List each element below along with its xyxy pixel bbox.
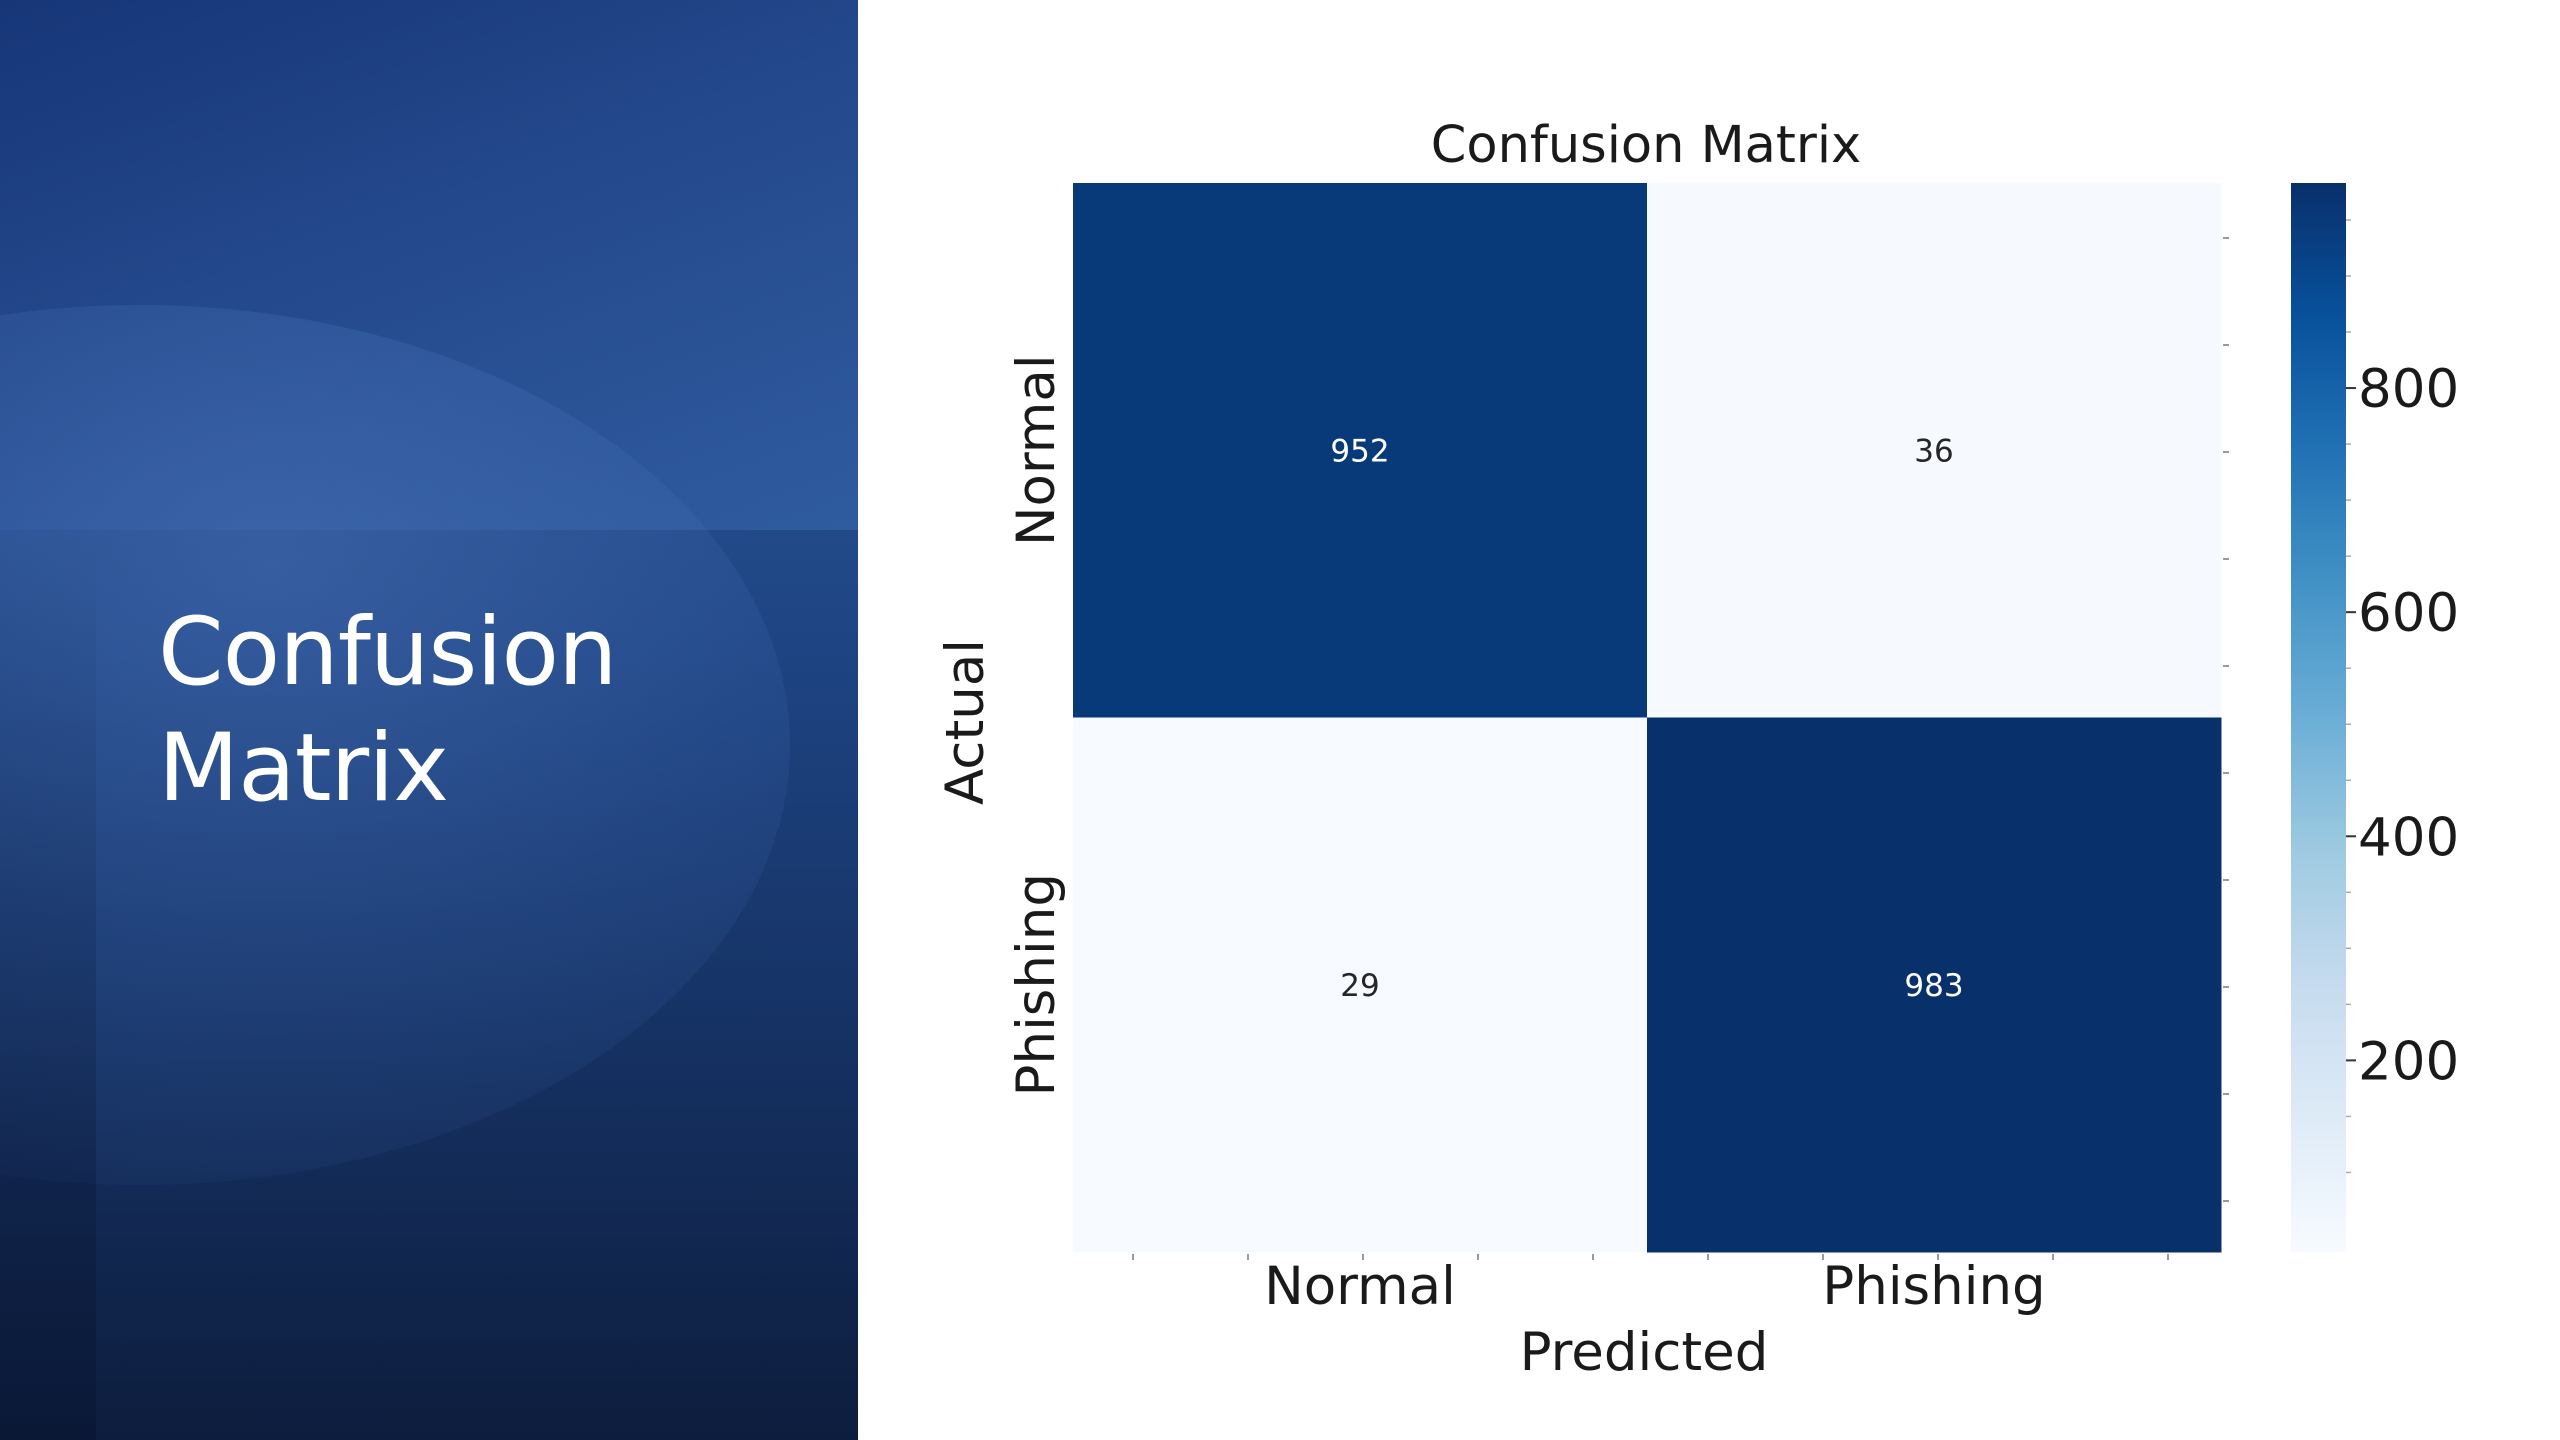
decorative-strip	[0, 530, 96, 1440]
x-tick-label-phishing: Phishing	[1822, 1256, 2045, 1317]
y-axis-label: Actual	[935, 639, 996, 805]
slide-title-line: Confusion	[158, 598, 618, 707]
heatmap-cell-normal-phishing	[1647, 183, 2222, 718]
colorbar-tick-label: 600	[2358, 583, 2459, 644]
slide-title: Confusion Matrix	[158, 595, 798, 827]
cell-value-label: 36	[1914, 433, 1953, 469]
heatmap-cell-phishing-phishing	[1647, 717, 2222, 1253]
cell-value-label: 983	[1904, 968, 1963, 1004]
colorbar-tick-label: 800	[2358, 359, 2459, 420]
heatmap-cell-phishing-normal	[1073, 717, 1648, 1253]
y-tick-label-phishing: Phishing	[1006, 873, 1067, 1096]
chart-title: Confusion Matrix	[1431, 116, 1861, 175]
heatmap-cell-normal-normal	[1073, 183, 1648, 718]
colorbar-ticks: 200 400 600 800	[2346, 219, 2459, 1174]
title-panel: Confusion Matrix	[0, 0, 858, 1440]
colorbar-tick-label: 400	[2358, 807, 2459, 868]
x-axis-label: Predicted	[1520, 1322, 1769, 1383]
colorbar-tick-label: 200	[2358, 1031, 2459, 1092]
colorbar	[2291, 183, 2346, 1252]
cell-value-label: 29	[1340, 968, 1379, 1004]
heatmap-cells: 952 36 29 983	[1073, 183, 2222, 1253]
y-tick-label-normal: Normal	[1006, 354, 1067, 546]
axis-ticks	[1132, 237, 2229, 1260]
slide-title-line: Matrix	[158, 714, 449, 823]
panel-top-band	[0, 0, 858, 530]
cell-value-label: 952	[1330, 433, 1389, 469]
x-tick-label-normal: Normal	[1264, 1256, 1456, 1317]
